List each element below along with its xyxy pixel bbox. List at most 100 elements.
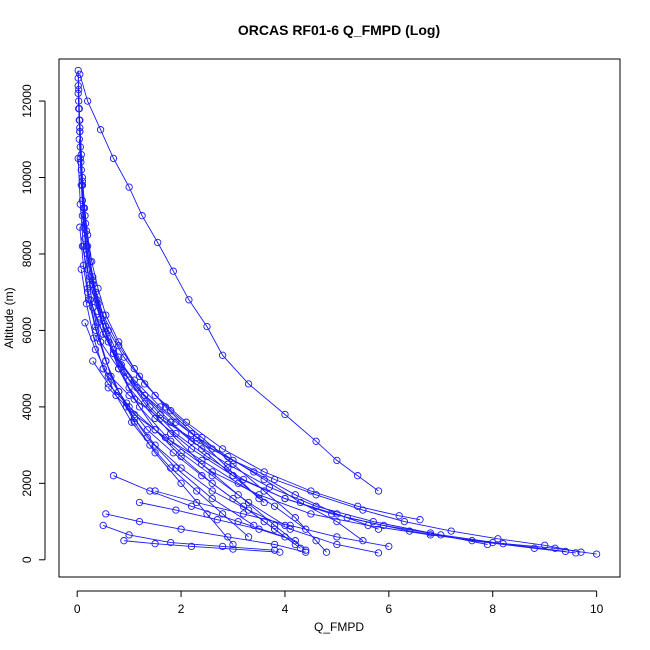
data-point xyxy=(302,548,310,556)
data-point xyxy=(172,506,180,514)
data-point xyxy=(229,456,237,465)
data-point xyxy=(135,372,144,380)
data-point xyxy=(213,516,222,524)
data-point xyxy=(78,242,87,250)
data-point xyxy=(156,414,164,423)
data-point xyxy=(187,502,196,510)
data-point xyxy=(572,549,580,557)
series-line xyxy=(87,292,364,542)
series-line xyxy=(77,158,234,545)
data-point xyxy=(151,540,159,548)
data-point xyxy=(198,472,206,480)
data-point xyxy=(218,510,227,518)
y-axis: 0 2000 4000 6000 8000 10000 12000 xyxy=(20,84,46,563)
data-point xyxy=(130,365,138,373)
data-point xyxy=(125,403,133,411)
data-point xyxy=(135,517,144,526)
data-point xyxy=(437,531,445,539)
data-point xyxy=(426,531,435,539)
data-point xyxy=(198,445,206,453)
data-point xyxy=(167,464,175,472)
data-point xyxy=(354,472,362,480)
chart-title: ORCAS RF01-6 Q_FMPD (Log) xyxy=(238,22,440,38)
data-point xyxy=(143,426,151,434)
series-line xyxy=(103,524,275,551)
data-point xyxy=(224,464,232,472)
data-point xyxy=(395,512,403,520)
data-point xyxy=(92,326,100,335)
data-point xyxy=(208,487,216,495)
data-point xyxy=(374,549,383,557)
data-point xyxy=(229,494,237,503)
data-point xyxy=(239,510,248,518)
series-26 xyxy=(151,487,393,551)
data-point xyxy=(218,351,227,359)
data-point xyxy=(125,376,133,384)
data-point xyxy=(302,546,310,554)
series-line xyxy=(123,540,280,553)
data-point xyxy=(561,547,570,556)
data-point xyxy=(77,265,85,273)
series-line xyxy=(78,139,255,526)
y-tick-label: 2000 xyxy=(20,470,34,497)
data-point xyxy=(117,361,125,369)
data-point xyxy=(96,126,105,134)
data-point xyxy=(244,498,253,507)
series-17 xyxy=(94,334,383,533)
data-point xyxy=(328,510,336,518)
data-point xyxy=(77,181,85,189)
series-line xyxy=(77,70,327,553)
series-10 xyxy=(78,212,492,549)
data-point xyxy=(172,418,180,426)
data-point xyxy=(260,517,268,526)
x-axis: 0 2 4 6 8 10 xyxy=(74,590,604,616)
data-point xyxy=(76,143,84,151)
data-point xyxy=(333,456,341,465)
series-12 xyxy=(78,242,570,556)
series-15 xyxy=(83,288,367,545)
data-point xyxy=(94,334,102,342)
plot-frame xyxy=(58,58,621,578)
data-point xyxy=(333,540,341,549)
data-point xyxy=(380,521,388,530)
data-point xyxy=(224,533,232,541)
x-tick-label: 0 xyxy=(74,602,81,616)
data-point xyxy=(177,464,185,472)
data-point xyxy=(224,452,232,461)
data-point xyxy=(447,527,455,535)
data-point xyxy=(385,542,393,551)
data-point xyxy=(291,514,299,522)
data-point xyxy=(296,544,305,552)
data-point xyxy=(138,212,146,220)
data-point xyxy=(82,227,91,235)
data-point xyxy=(193,498,201,507)
data-point xyxy=(135,403,144,411)
data-point xyxy=(151,414,159,423)
series-line xyxy=(154,490,389,547)
data-point xyxy=(416,516,424,524)
data-point xyxy=(208,468,216,476)
data-point xyxy=(281,410,289,419)
data-point xyxy=(494,535,502,543)
data-point xyxy=(270,540,279,549)
series-line xyxy=(97,337,379,530)
y-tick-label: 6000 xyxy=(20,317,34,344)
data-point xyxy=(208,494,216,503)
data-point xyxy=(208,472,216,480)
data-point xyxy=(218,542,227,551)
x-tick-label: 4 xyxy=(282,602,289,616)
data-point xyxy=(161,403,170,411)
data-point xyxy=(307,487,315,495)
data-point xyxy=(198,456,206,465)
data-point xyxy=(76,70,84,78)
data-point xyxy=(592,550,601,558)
data-point xyxy=(270,475,279,484)
series-line xyxy=(139,502,296,542)
data-point xyxy=(125,391,133,400)
series-line xyxy=(77,78,421,521)
data-point xyxy=(229,540,237,549)
data-point xyxy=(270,525,279,533)
data-point xyxy=(141,391,149,400)
data-point xyxy=(99,311,107,319)
